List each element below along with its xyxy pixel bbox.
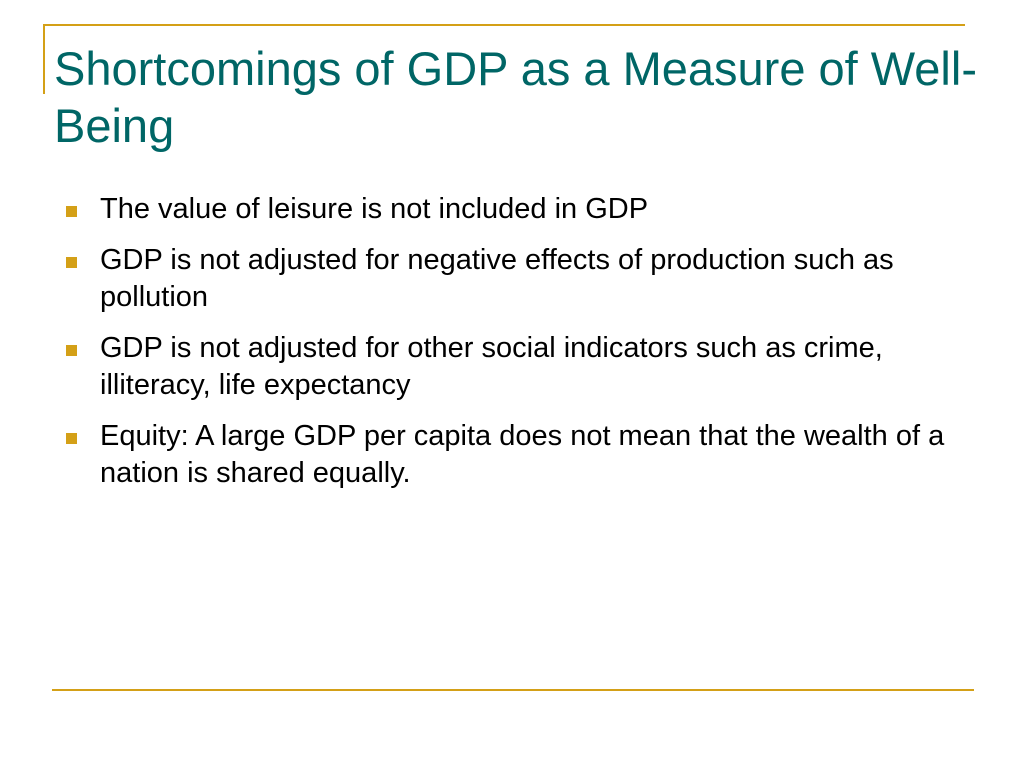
bullet-text: GDP is not adjusted for other social ind… bbox=[100, 332, 883, 401]
bullet-text: GDP is not adjusted for negative effects… bbox=[100, 244, 894, 313]
bullet-item: GDP is not adjusted for other social ind… bbox=[62, 330, 962, 404]
square-bullet-icon bbox=[66, 257, 77, 268]
square-bullet-icon bbox=[66, 206, 77, 217]
bottom-rule bbox=[52, 689, 974, 691]
top-rule bbox=[43, 24, 965, 26]
slide-title: Shortcomings of GDP as a Measure of Well… bbox=[54, 42, 977, 152]
bullet-text: Equity: A large GDP per capita does not … bbox=[100, 420, 945, 489]
bullet-item: Equity: A large GDP per capita does not … bbox=[62, 418, 962, 492]
bullet-list: The value of leisure is not included in … bbox=[62, 191, 962, 506]
square-bullet-icon bbox=[66, 433, 77, 444]
left-rule bbox=[43, 24, 45, 94]
square-bullet-icon bbox=[66, 345, 77, 356]
bullet-item: GDP is not adjusted for negative effects… bbox=[62, 242, 962, 316]
bullet-item: The value of leisure is not included in … bbox=[62, 191, 962, 228]
bullet-text: The value of leisure is not included in … bbox=[100, 193, 649, 225]
